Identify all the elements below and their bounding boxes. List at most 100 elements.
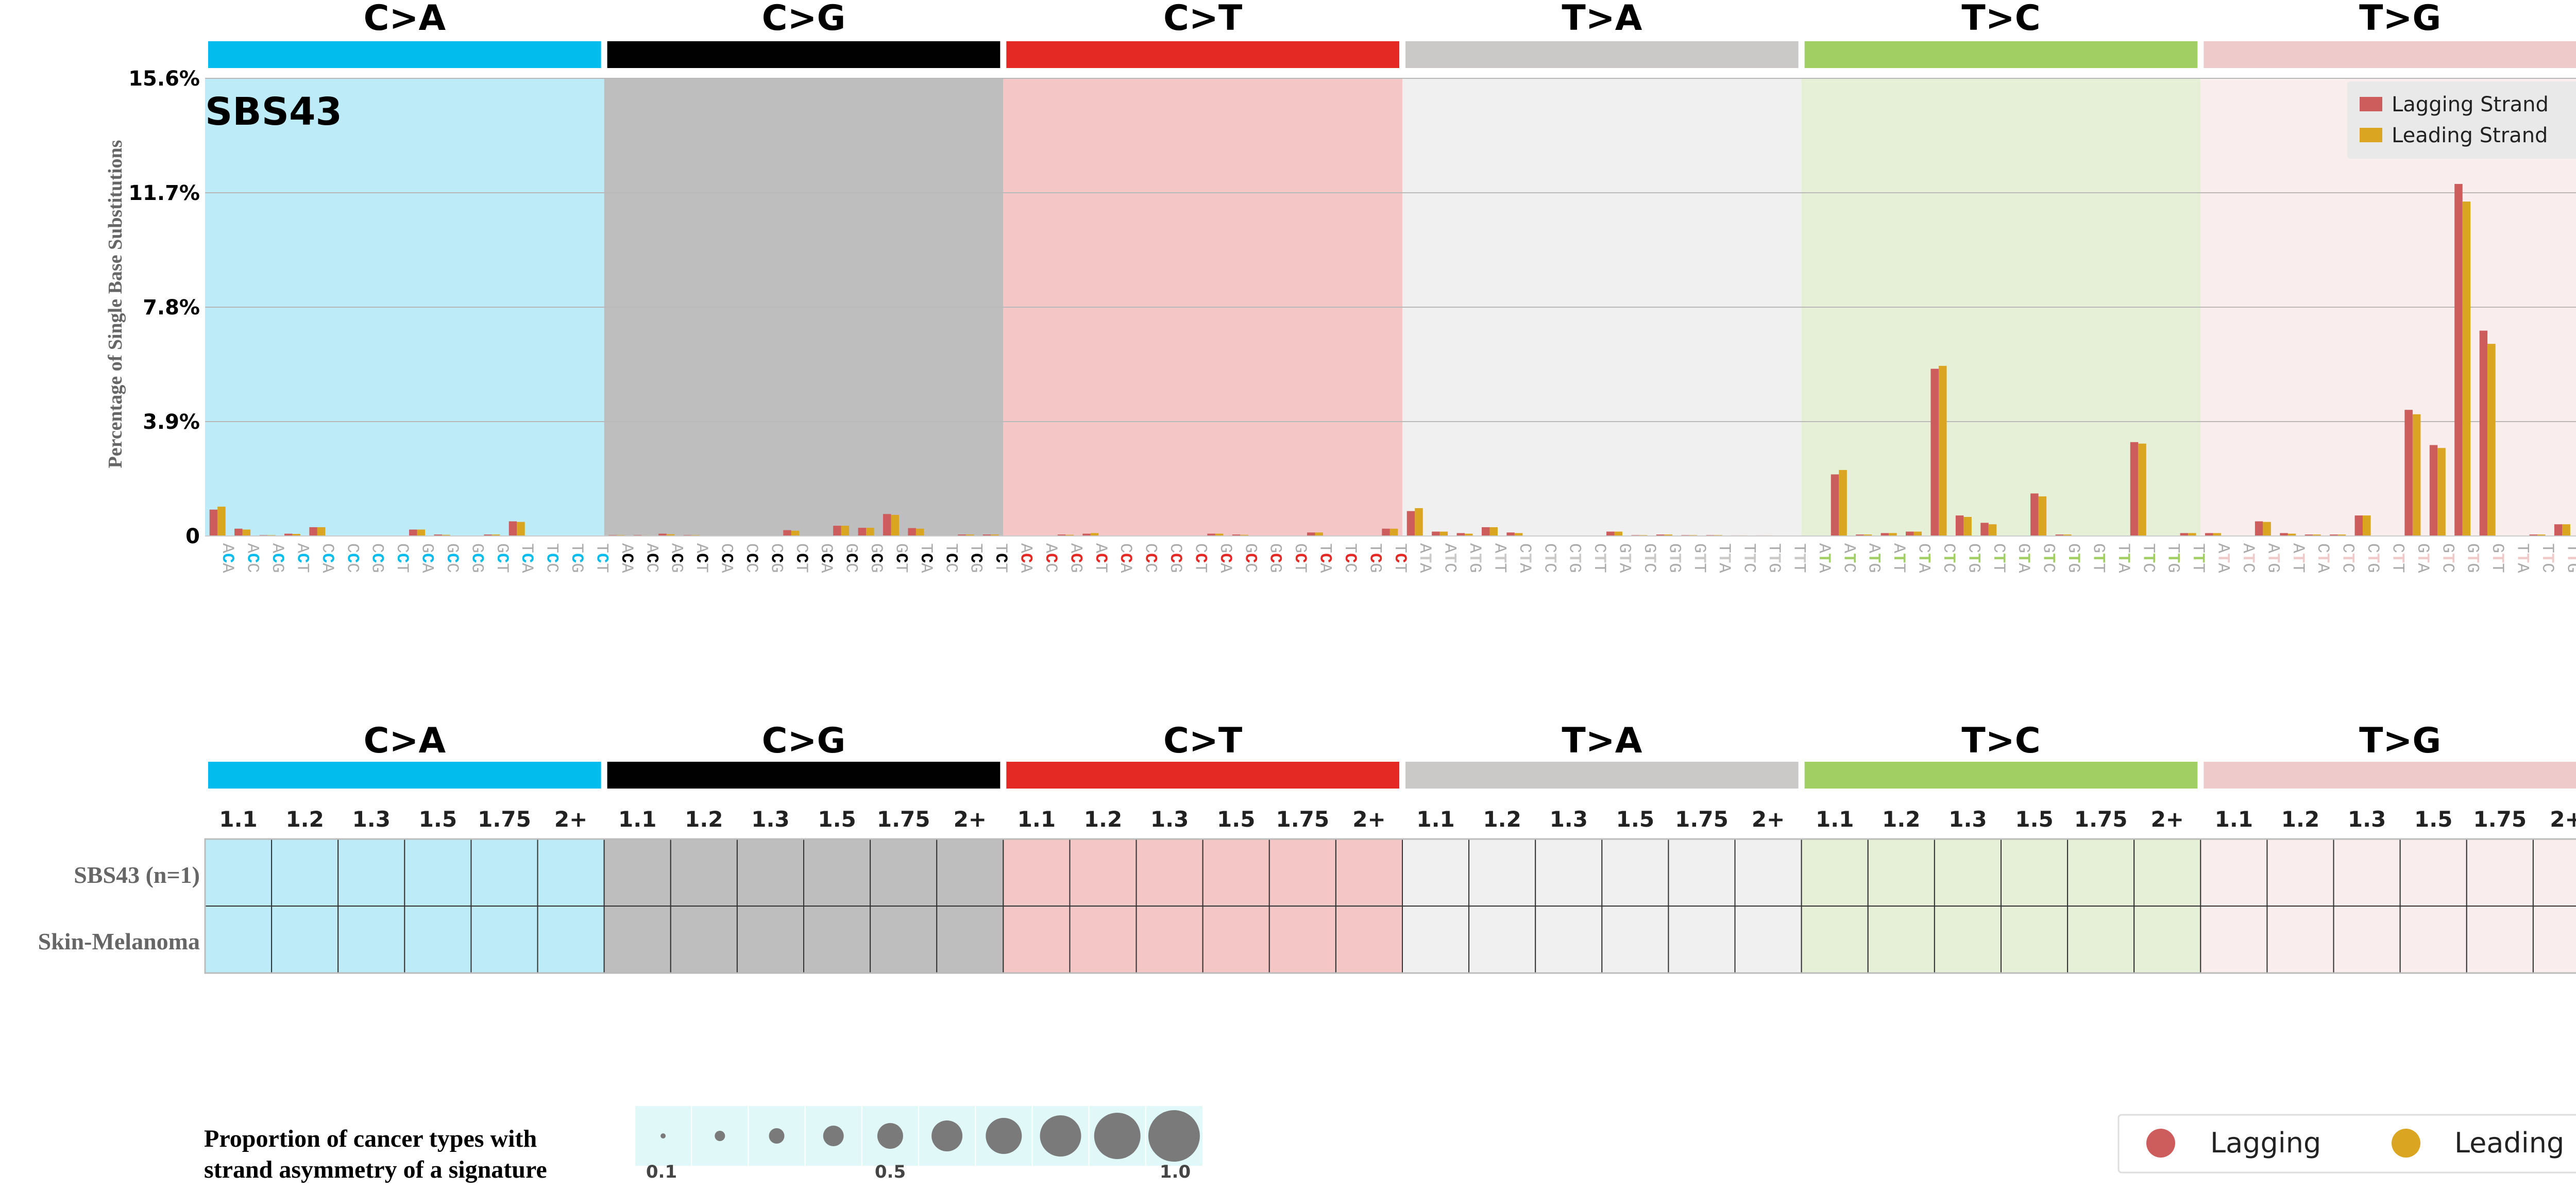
x-label-C>T-A_G: ACG xyxy=(1066,543,1085,573)
x-label-T>G-A_T: ATT xyxy=(2289,543,2308,573)
bin-label-C>A-1.1: 1.1 xyxy=(219,807,257,832)
bar-lagging-C>T-2 xyxy=(1057,534,1066,536)
bar-lagging-T>G-4 xyxy=(2304,534,2313,536)
y-tick-label-3.9%: 3.9% xyxy=(143,410,200,434)
top-band-label-T>A: T>A xyxy=(1562,0,1642,39)
bar-lagging-C>A-12 xyxy=(509,521,517,536)
bin-label-T>C-1.75: 1.75 xyxy=(2074,807,2128,832)
x-label-T>A-G_A: GTA xyxy=(1615,543,1634,573)
bar-lagging-C>A-9 xyxy=(434,534,442,536)
cell-T>G-1.5-row0 xyxy=(2399,839,2467,907)
x-label-T>G-T_C: TTC xyxy=(2538,543,2557,573)
top-band-T>G xyxy=(2204,41,2576,68)
x-label-T>A-C_A: CTA xyxy=(1515,543,1534,573)
y-tick-label-15.6%: 15.6% xyxy=(128,67,200,91)
x-label-T>G-A_A: ATA xyxy=(2214,543,2233,573)
bottom-band-T>C xyxy=(1804,762,2198,789)
cell-C>G-1.1-row0 xyxy=(603,839,671,907)
x-label-C>T-G_G: GCG xyxy=(1266,543,1285,573)
y-gridlines xyxy=(205,78,2576,422)
bar-leading-T>C-13 xyxy=(2138,443,2146,536)
x-label-C>A-A_T: ACT xyxy=(293,543,312,573)
x-label-C>G-A_T: ACT xyxy=(692,543,711,573)
cell-C>T-2+-row0 xyxy=(1335,839,1403,907)
y-axis-ticks: 0 3.9% 7.8% 11.7% 15.6% xyxy=(128,67,200,548)
cell-T>A-1.1-row0 xyxy=(1402,839,1470,907)
bin-label-T>C-1.1: 1.1 xyxy=(1816,807,1854,832)
cell-T>A-2+-row0 xyxy=(1734,839,1802,907)
bin-label-T>G-1.5: 1.5 xyxy=(2414,807,2452,832)
cell-T>C-1.5-row1 xyxy=(2001,906,2069,974)
x-label-T>A-T_C: TTC xyxy=(1740,543,1759,573)
cell-T>A-1.5-row1 xyxy=(1601,906,1669,974)
bar-lagging-C>A-0 xyxy=(209,509,218,536)
bar-lagging-T>A-10 xyxy=(1656,534,1665,536)
leading-dot xyxy=(2392,1129,2420,1158)
bin-label-T>C-1.2: 1.2 xyxy=(1882,807,1920,832)
x-label-C>A-T_T: TCT xyxy=(592,543,611,573)
x-label-C>G-T_C: TCC xyxy=(941,543,960,573)
bar-lagging-T>A-1 xyxy=(1432,531,1440,536)
x-label-C>T-T_A: TCA xyxy=(1316,543,1335,573)
x-label-C>A-T_C: TCC xyxy=(543,543,562,573)
x-label-C>A-A_G: ACG xyxy=(268,543,287,573)
x-label-C>G-T_A: TCA xyxy=(917,543,936,573)
bin-label-C>A-1.3: 1.3 xyxy=(352,807,391,832)
cell-C>G-1.75-row0 xyxy=(870,839,938,907)
bar-leading-T>G-2 xyxy=(2263,522,2271,536)
bin-label-T>C-1.5: 1.5 xyxy=(2015,807,2053,832)
bar-leading-C>T-12 xyxy=(1315,532,1324,536)
size-bubble-0.8 xyxy=(1040,1115,1081,1157)
y-tick-label-0: 0 xyxy=(185,525,200,548)
leading-label: Leading xyxy=(2454,1127,2564,1159)
bin-label-C>T-1.5: 1.5 xyxy=(1217,807,1255,832)
x-label-C>G-G_A: GCA xyxy=(817,543,836,573)
bar-lagging-T>G-5 xyxy=(2330,534,2338,536)
bar-leading-T>G-9 xyxy=(2437,448,2446,536)
cell-T>A-1.3-row0 xyxy=(1535,839,1603,907)
cell-T>G-1.75-row0 xyxy=(2466,839,2534,907)
bar-leading-T>G-11 xyxy=(2487,344,2496,536)
x-label-C>A-C_C: CCC xyxy=(343,543,362,573)
cell-C>G-1.5-row1 xyxy=(803,906,871,974)
cell-C>G-1.1-row1 xyxy=(603,906,671,974)
x-label-C>G-C_G: CCG xyxy=(767,543,786,573)
x-label-T>G-C_G: CTG xyxy=(2363,543,2382,573)
row-label-sbs43: SBS43 (n=1) xyxy=(74,862,200,888)
cell-T>A-1.2-row0 xyxy=(1468,839,1536,907)
bar-lagging-T>A-8 xyxy=(1606,531,1615,536)
bar-leading-T>A-3 xyxy=(1489,527,1498,536)
cell-T>C-2+-row0 xyxy=(2133,839,2201,907)
x-label-T>C-C_T: CTT xyxy=(1989,543,2008,573)
bar-leading-C>G-10 xyxy=(866,528,874,536)
cell-C>T-1.1-row1 xyxy=(1003,906,1071,974)
cell-C>G-1.75-row1 xyxy=(870,906,938,974)
x-label-T>C-C_G: CTG xyxy=(1964,543,1983,573)
x-label-T>G-A_G: ATG xyxy=(2263,543,2282,573)
bar-leading-C>G-11 xyxy=(891,515,899,536)
bin-label-C>T-1.2: 1.2 xyxy=(1084,807,1122,832)
bar-lagging-T>C-3 xyxy=(1880,533,1889,536)
x-axis-context-labels: ACA ACC ACG ACT CCA CCC CCG CCT GCA GCC GCG GCT TCA T… xyxy=(218,543,2576,573)
size-bubble-0.3 xyxy=(769,1128,785,1144)
bar-leading-T>C-5 xyxy=(1938,365,1947,536)
cell-T>G-1.75-row1 xyxy=(2466,906,2534,974)
x-label-T>C-G_G: GTG xyxy=(2064,543,2083,573)
bar-lagging-C>T-3 xyxy=(1082,533,1091,536)
bin-label-T>C-1.3: 1.3 xyxy=(1948,807,1987,832)
cell-C>A-1.3-row1 xyxy=(337,906,405,974)
bottom-band-T>G xyxy=(2204,762,2576,789)
bin-label-C>T-2+: 2+ xyxy=(1352,807,1385,832)
x-label-T>A-C_C: CTC xyxy=(1540,543,1559,573)
bar-lagging-T>G-6 xyxy=(2354,515,2363,536)
cell-C>A-1.75-row1 xyxy=(470,906,538,974)
x-label-C>A-T_G: TCG xyxy=(567,543,586,573)
bar-leading-C>T-2 xyxy=(1065,534,1074,536)
bin-label-C>G-1.2: 1.2 xyxy=(685,807,723,832)
x-label-C>G-C_A: CCA xyxy=(717,543,736,573)
x-label-T>C-A_A: ATA xyxy=(1815,543,1834,573)
cell-T>G-1.5-row1 xyxy=(2399,906,2467,974)
cell-C>T-1.5-row1 xyxy=(1202,906,1270,974)
bar-lagging-C>T-8 xyxy=(1207,533,1215,536)
bin-label-C>A-1.5: 1.5 xyxy=(419,807,457,832)
